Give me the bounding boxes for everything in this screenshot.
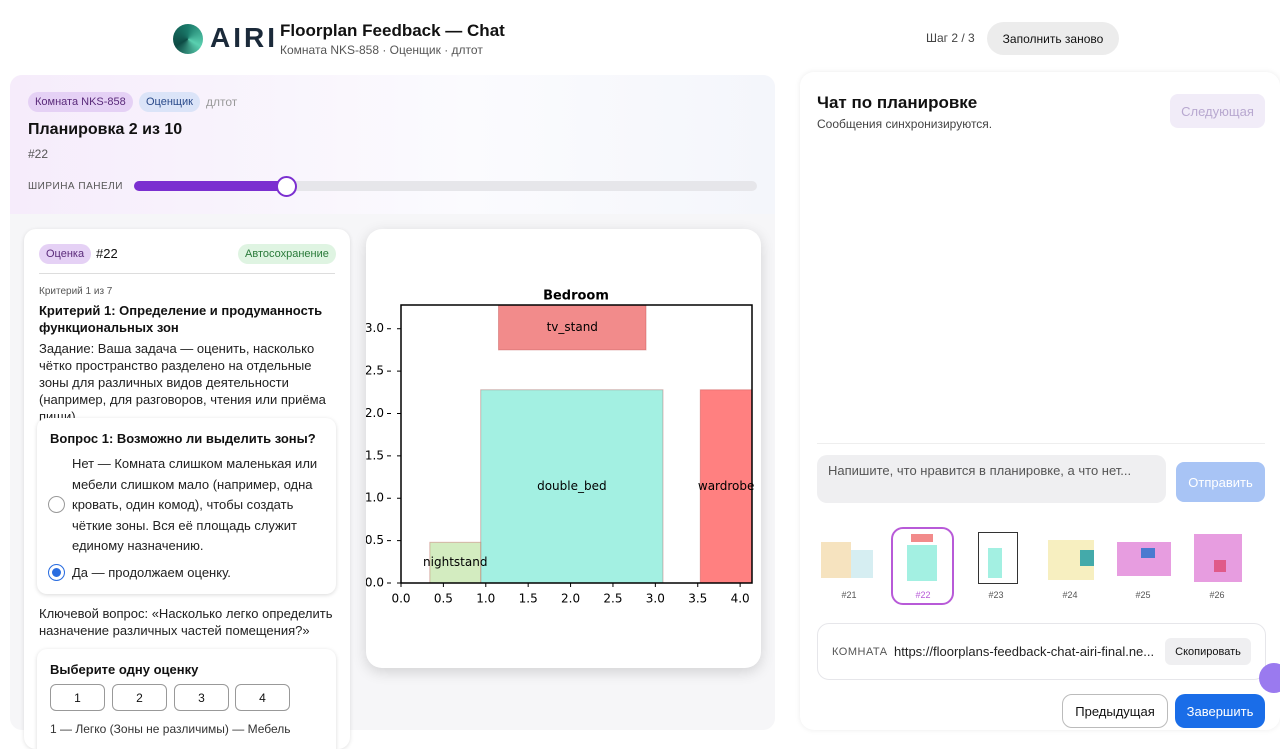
app-title: Floorplan Feedback — Chat [280, 21, 505, 40]
y-tick-label: 2.0 [366, 406, 384, 420]
badge: Оценка [39, 244, 92, 264]
furniture [699, 389, 753, 584]
criterion-title: Критерий 1: Определение и продуманность … [39, 303, 323, 335]
x-tick-label: 3.0 [646, 592, 665, 606]
badge: Оценщик [139, 92, 200, 112]
chart: Bedroom tv_stand double_bed wardrobe nights… [366, 289, 755, 606]
thumb-label: #24 [1062, 590, 1078, 600]
copy-button[interactable]: Скопировать [1165, 638, 1251, 665]
furniture-label: double_bed [537, 479, 607, 493]
divider [39, 273, 335, 274]
rating-button[interactable]: 2 [112, 684, 167, 711]
radio-selected[interactable] [48, 564, 65, 581]
reset-button[interactable]: Заполнить заново [987, 22, 1119, 55]
key-question: Ключевой вопрос: «Насколько легко опреде… [39, 606, 333, 638]
x-tick-label: 0.5 [434, 592, 453, 606]
rating-button[interactable]: 1 [50, 684, 105, 711]
x-tick-label: 1.0 [476, 592, 495, 606]
chart-title: Bedroom [543, 289, 609, 304]
furniture [429, 541, 482, 584]
room-label: КОМНАТА [832, 646, 888, 658]
next-button[interactable]: Следующая [1170, 94, 1265, 128]
page: {"header":{"logo":"AIRI","title":"Floorp… [10, 21, 1280, 736]
thumb-selected [891, 527, 954, 605]
furniture [498, 304, 647, 351]
thumbnail[interactable] [1190, 530, 1250, 586]
thumb-label: #25 [1135, 590, 1151, 600]
thumbnail[interactable] [893, 530, 953, 586]
thumb-label: #26 [1209, 590, 1225, 600]
y-tick-label: 3.0 [366, 321, 384, 335]
app-subtitle: Комната NKS-858 · Оценщик · длтот [280, 43, 483, 57]
x-tick-label: 1.5 [519, 592, 538, 606]
option[interactable]: Да — продолжаем оценку. [72, 565, 231, 580]
thumbnail[interactable] [1115, 530, 1175, 586]
thumb-label: #22 [915, 590, 931, 600]
furniture-label: nightstand [423, 555, 487, 569]
badge: Комната NKS-858 [28, 92, 133, 112]
chat-panel [800, 72, 1280, 730]
y-tick-label: 1.5 [366, 448, 384, 462]
rating-button[interactable]: 3 [174, 684, 229, 711]
rating-button[interactable]: 4 [235, 684, 290, 711]
slider-label: ШИРИНА ПАНЕЛИ [28, 181, 123, 192]
room-url: https://floorplans-feedback-chat-airi-fi… [894, 644, 1155, 659]
plan-id: #22 [28, 147, 49, 161]
thumbnail[interactable] [968, 530, 1028, 586]
x-tick-label: 0.0 [391, 592, 410, 606]
autosave: Автосохранение [238, 244, 336, 264]
rating-box: Выберите одну оценку 1 2 3 4 1 — Легко (… [37, 649, 336, 749]
rating-hint: 1 — Легко (Зоны не различимы) — Мебель [50, 722, 291, 736]
plot-frame [400, 304, 753, 584]
x-tick-label: 3.5 [688, 592, 707, 606]
thumbnail[interactable] [1042, 530, 1102, 586]
message-input[interactable]: Напишите, что нравится в планировке, а ч… [817, 455, 1166, 503]
thumb-label: #23 [988, 590, 1004, 600]
finish-button[interactable]: Завершить [1175, 694, 1265, 728]
messages [817, 142, 1265, 444]
logo-text: AIRI [210, 22, 278, 53]
slider-thumb[interactable] [276, 176, 297, 197]
y-tick-label: 0.5 [366, 533, 384, 547]
furniture [480, 389, 664, 584]
assessment-card: Оценка #22 Автосохранение Критерий 1 из … [24, 229, 350, 749]
prev-button[interactable]: Предыдущая [1062, 694, 1168, 728]
slider-track[interactable] [134, 181, 757, 191]
criterion-count: Критерий 1 из 7 [39, 286, 113, 297]
x-tick-label: 4.0 [731, 592, 750, 606]
y-tick-label: 1.0 [366, 491, 384, 505]
furniture-label: wardrobe [698, 479, 755, 493]
logo-icon [173, 24, 203, 54]
y-tick-label: 2.5 [366, 364, 384, 378]
assessment-id: #22 [96, 246, 118, 261]
rating-title: Выберите одну оценку [50, 662, 199, 677]
y-tick-label: 0.0 [366, 576, 384, 590]
heading: Планировка 2 из 10 [28, 121, 183, 138]
assistant-fab[interactable] [1259, 663, 1280, 693]
question: Вопрос 1: Возможно ли выделить зоны? [50, 431, 316, 446]
option[interactable]: Нет — Комната слишком маленькая или мебе… [72, 456, 318, 553]
task: Задание: Ваша задача — оценить, наскольк… [39, 341, 326, 424]
user: длтот [206, 95, 238, 109]
send-button[interactable]: Отправить [1176, 462, 1265, 502]
chat-subtitle: Сообщения синхронизируются. [817, 117, 993, 131]
step: Шаг 2 / 3 [926, 31, 975, 45]
slider-fill [134, 181, 286, 191]
thumb-label: #21 [841, 590, 857, 600]
room-box [817, 623, 1266, 680]
thumbnail[interactable] [819, 530, 879, 586]
x-tick-label: 2.0 [561, 592, 580, 606]
radio[interactable] [48, 496, 65, 513]
chat-title: Чат по планировке [817, 93, 978, 112]
furniture-label: tv_stand [547, 320, 598, 334]
question-box: Вопрос 1: Возможно ли выделить зоны? Нет… [37, 418, 336, 594]
x-tick-label: 2.5 [603, 592, 622, 606]
